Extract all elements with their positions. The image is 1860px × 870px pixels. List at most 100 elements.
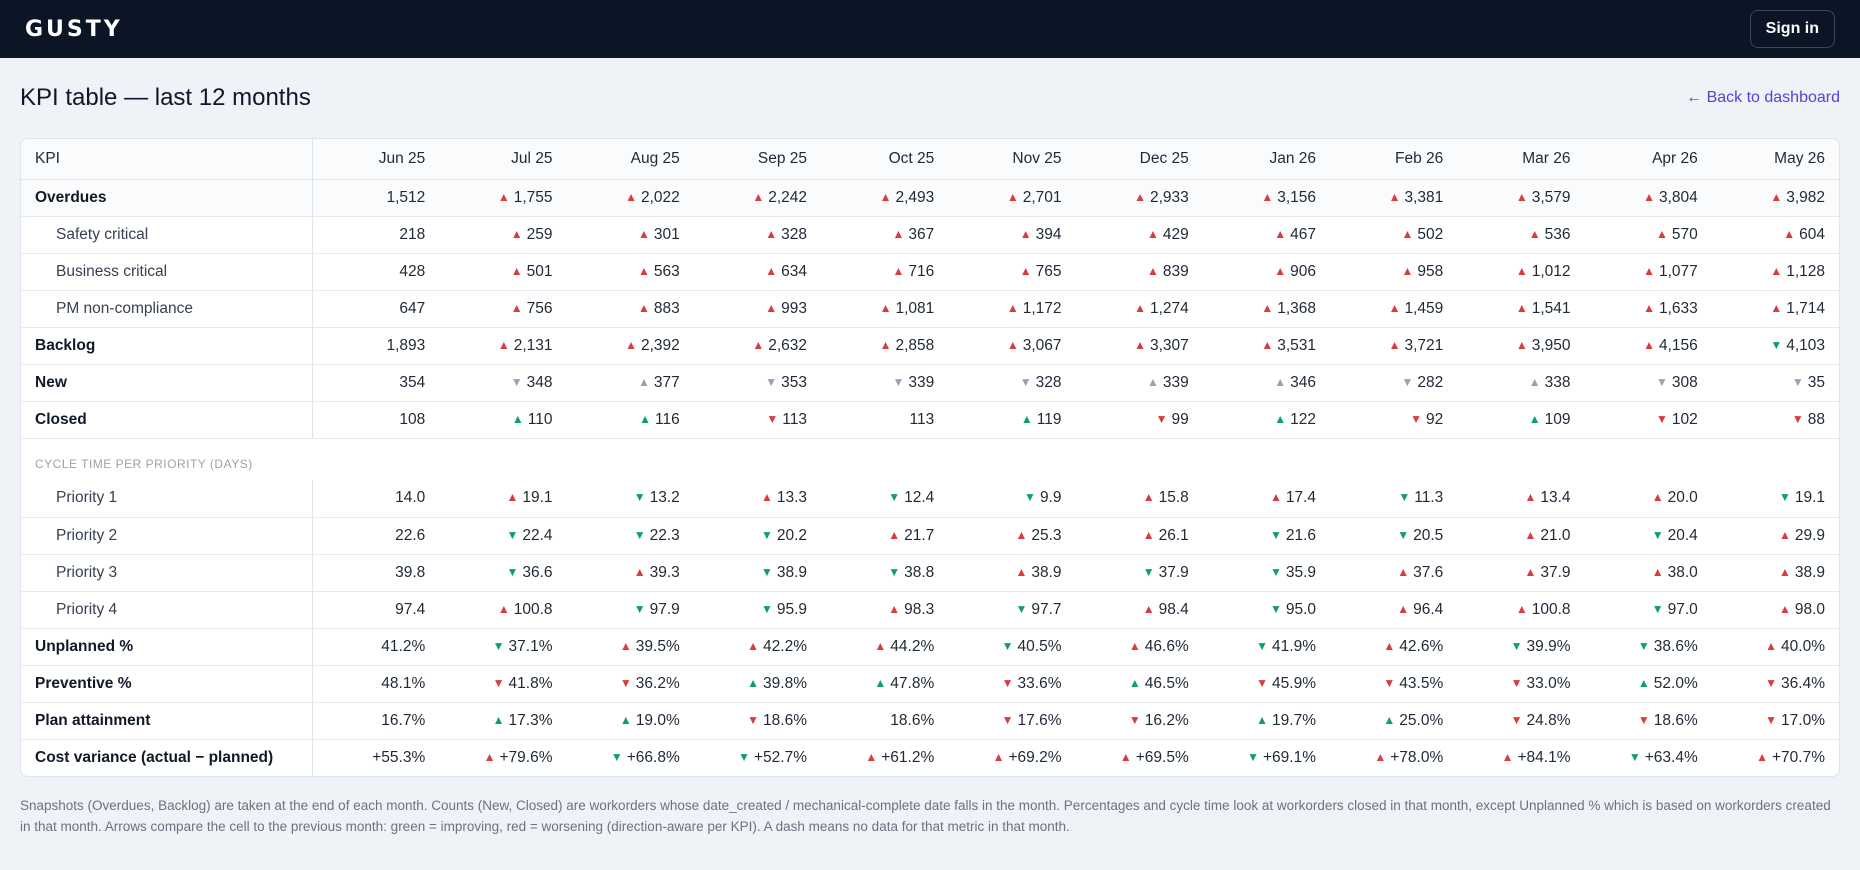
kpi-cell: ▼ 11.3 — [1330, 480, 1458, 518]
arrow-up-icon: ▲ — [497, 337, 510, 352]
kpi-label: Safety critical — [21, 216, 313, 254]
kpi-cell: ▲ 122 — [1202, 401, 1330, 439]
kpi-value: 100.8 — [1531, 600, 1571, 618]
kpi-cell: 18.6% — [821, 702, 949, 740]
kpi-cell: ▲ 259 — [439, 216, 567, 254]
kpi-value: 18.6% — [763, 711, 807, 729]
arrow-up-icon: ▲ — [1142, 527, 1155, 542]
arrow-up-icon: ▲ — [1655, 226, 1668, 241]
kpi-cell: ▼ 37.9 — [1075, 554, 1203, 592]
kpi-row: PM non-compliance 647 ▲ 756 ▲ 883 ▲ 993 ▲ 1,081 ▲ 1… — [21, 290, 1839, 328]
kpi-cell: ▼ 20.2 — [693, 517, 821, 555]
kpi-value: 97.7 — [1031, 600, 1062, 618]
kpi-cell: ▲ 17.3% — [439, 702, 567, 740]
kpi-value: 3,307 — [1149, 336, 1189, 354]
arrow-up-icon: ▲ — [1128, 638, 1141, 653]
kpi-value: 16.2% — [1144, 711, 1189, 729]
kpi-cell: ▲ 38.9 — [948, 554, 1076, 592]
kpi-value: 3,067 — [1022, 336, 1062, 354]
kpi-cell: ▼ 43.5% — [1330, 665, 1458, 703]
kpi-cell: ▲ 3,950 — [1457, 327, 1585, 365]
kpi-cell: ▲ 906 — [1202, 253, 1330, 291]
kpi-cell: ▲ 1,128 — [1711, 253, 1839, 291]
kpi-value: 98.0 — [1794, 600, 1825, 618]
kpi-value: 429 — [1162, 225, 1189, 243]
kpi-cell: ▲ +84.1% — [1457, 739, 1584, 776]
kpi-cell: ▼ 328 — [948, 364, 1076, 402]
kpi-cell: ▲ 98.0 — [1711, 591, 1839, 629]
kpi-cell: 22.6 — [312, 517, 440, 555]
arrow-down-icon: ▼ — [1651, 601, 1664, 616]
arrow-up-icon: ▲ — [1756, 749, 1768, 764]
kpi-value: +55.3% — [372, 748, 426, 766]
kpi-value: 1,714 — [1786, 299, 1825, 317]
kpi-value: 993 — [781, 299, 807, 317]
kpi-cell: 39.8 — [312, 554, 440, 592]
back-to-dashboard-link[interactable]: ← Back to dashboard — [1686, 89, 1840, 106]
arrow-down-icon: ▼ — [892, 374, 905, 389]
kpi-cell: ▲ 25.0% — [1330, 702, 1458, 740]
arrow-down-icon: ▼ — [1383, 675, 1396, 690]
arrow-up-icon: ▲ — [892, 226, 905, 241]
kpi-cell: ▼ 41.9% — [1202, 628, 1330, 666]
arrow-up-icon: ▲ — [506, 490, 519, 505]
kpi-cell: ▲ 2,701 — [948, 179, 1076, 217]
kpi-cell: 41.2% — [312, 628, 440, 666]
arrow-down-icon: ▼ — [1128, 712, 1141, 727]
kpi-value: 3,579 — [1531, 188, 1571, 206]
kpi-value: 1,274 — [1149, 299, 1189, 317]
kpi-value: 501 — [526, 262, 553, 280]
arrow-up-icon: ▲ — [879, 300, 892, 315]
kpi-cell: 1,893 — [312, 327, 440, 365]
arrow-up-icon: ▲ — [992, 749, 1005, 764]
arrow-up-icon: ▲ — [1643, 263, 1655, 278]
sign-in-button[interactable]: Sign in — [1749, 10, 1835, 48]
month-header: Feb 26 — [1330, 139, 1458, 180]
arrow-down-icon: ▼ — [747, 712, 760, 727]
kpi-value: 36.4% — [1781, 674, 1825, 692]
kpi-cell: ▲ 37.6 — [1330, 554, 1458, 592]
kpi-cell: ▼ 22.3 — [566, 517, 694, 555]
arrow-up-icon: ▲ — [892, 263, 905, 278]
page-title: KPI table — last 12 months — [20, 84, 311, 111]
kpi-value: 24.8% — [1526, 711, 1571, 729]
kpi-row: Overdues 1,512 ▲ 1,755 ▲ 2,022 ▲ 2,242 ▲ 2,493 ▲ 2,… — [21, 179, 1839, 217]
kpi-cell: ▼ 36.4% — [1711, 665, 1839, 703]
kpi-cell: ▲ 19.7% — [1202, 702, 1330, 740]
kpi-value: 1,368 — [1277, 299, 1316, 317]
kpi-value: 338 — [1544, 373, 1571, 391]
kpi-cell: ▲ 634 — [693, 253, 821, 291]
gusty-logo[interactable]: GUSTY — [25, 16, 123, 42]
arrow-up-icon: ▲ — [1134, 337, 1146, 352]
arrow-up-icon: ▲ — [1006, 189, 1019, 204]
arrow-down-icon: ▼ — [1637, 638, 1650, 653]
arrow-down-icon: ▼ — [1247, 749, 1259, 764]
kpi-cell: ▲ 2,131 — [439, 327, 567, 365]
arrow-down-icon: ▼ — [1019, 374, 1032, 389]
kpi-value: 839 — [1162, 262, 1189, 280]
kpi-cell: ▲ 44.2% — [821, 628, 949, 666]
arrow-down-icon: ▼ — [1655, 411, 1668, 426]
arrow-down-icon: ▼ — [1142, 564, 1155, 579]
kpi-cell: ▼ 88 — [1711, 401, 1839, 439]
arrow-down-icon: ▼ — [760, 564, 773, 579]
kpi-cell: ▼ 282 — [1330, 364, 1458, 402]
arrow-up-icon: ▲ — [1524, 527, 1537, 542]
kpi-value: 12.4 — [904, 489, 935, 507]
kpi-value: 102 — [1671, 410, 1698, 428]
kpi-cell: ▲ 563 — [566, 253, 694, 291]
arrow-down-icon: ▼ — [1765, 712, 1778, 727]
arrow-up-icon: ▲ — [1524, 490, 1537, 505]
arrow-up-icon: ▲ — [1274, 411, 1287, 426]
kpi-value: 46.5% — [1144, 674, 1189, 692]
kpi-value: 45.9% — [1272, 674, 1316, 692]
kpi-value: 38.8 — [904, 563, 935, 581]
arrow-down-icon: ▼ — [506, 564, 519, 579]
kpi-value: 1,081 — [895, 299, 935, 317]
kpi-cell: ▲ 21.7 — [821, 517, 949, 555]
kpi-label: Priority 4 — [21, 591, 313, 629]
kpi-value: 41.2% — [381, 637, 426, 655]
kpi-value: 46.6% — [1144, 637, 1189, 655]
kpi-label: Priority 1 — [21, 480, 313, 518]
kpi-cell: ▲ 377 — [566, 364, 694, 402]
